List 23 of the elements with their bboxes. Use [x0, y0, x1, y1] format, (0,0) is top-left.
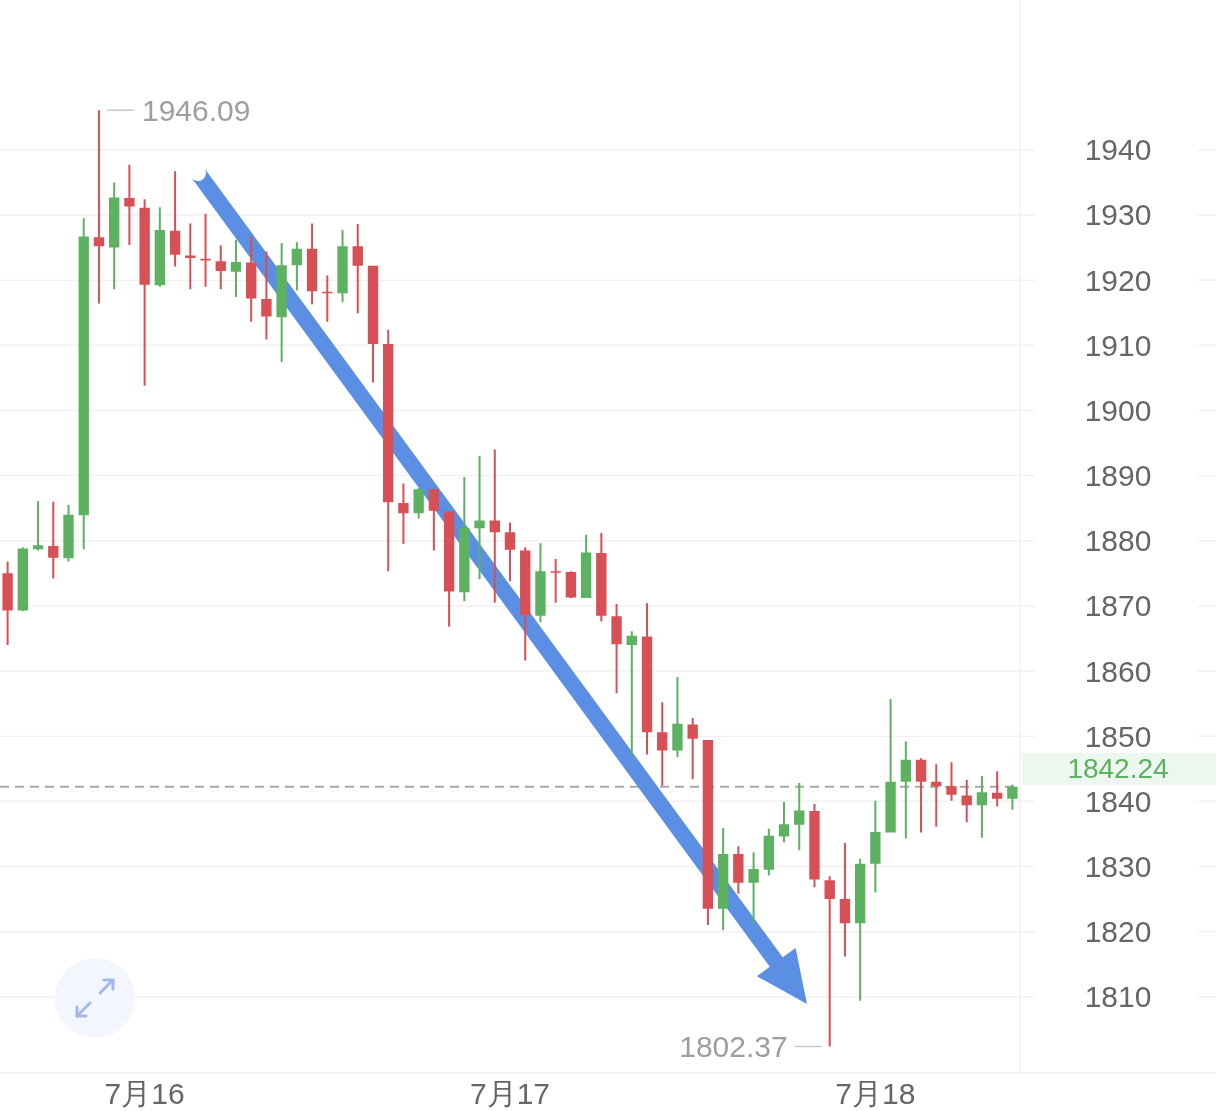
ref-line-label: 1842.24 — [1067, 753, 1169, 785]
y-tick-label: 1940 — [1084, 133, 1152, 167]
y-tick-label: 1900 — [1084, 393, 1152, 427]
annotation: 1946.09 — [141, 93, 251, 127]
y-tick-label: 1910 — [1084, 328, 1152, 362]
y-tick-label: 1810 — [1084, 980, 1152, 1014]
y-tick-label: 1890 — [1084, 459, 1152, 493]
annotation: 1802.37 — [679, 1029, 788, 1063]
y-tick-label: 1840 — [1084, 784, 1152, 818]
y-tick-label: 1820 — [1084, 915, 1152, 949]
annotation: 1802.37 — [679, 1030, 823, 1063]
y-tick-label: 1860 — [1084, 654, 1152, 688]
y-tick-label: 1920 — [1084, 263, 1152, 297]
annotation: 1946.09 — [106, 93, 251, 127]
ref-label: 1842.24 — [1022, 752, 1216, 785]
y-tick-label: 1830 — [1084, 849, 1152, 883]
y-tick-label: 1850 — [1084, 719, 1152, 753]
y-tick-label: 1870 — [1084, 589, 1152, 623]
x-tick-label: 7月16 — [104, 1076, 185, 1110]
y-tick-label: 1880 — [1084, 524, 1152, 558]
y-tick-label: 1930 — [1084, 198, 1152, 232]
x-tick-label: 7月17 — [469, 1076, 551, 1110]
x-tick-label: 7月18 — [835, 1076, 916, 1110]
